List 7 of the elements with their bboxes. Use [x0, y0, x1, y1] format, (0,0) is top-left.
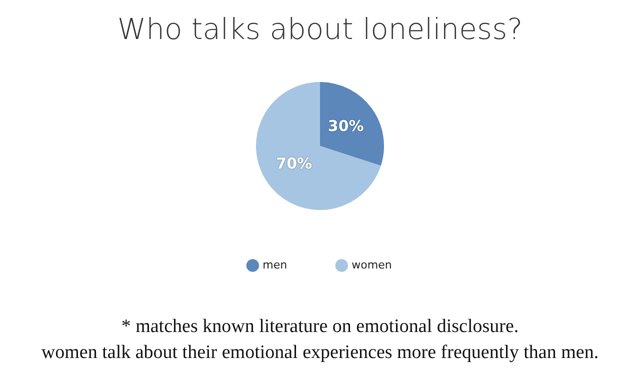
legend-label: women: [352, 258, 392, 272]
legend-label: men: [262, 258, 288, 272]
text: * matches known literature on emotional disclosure.: [120, 315, 520, 339]
data-label: 70%: [276, 154, 312, 173]
chart-title: Who talks about loneliness?: [116, 12, 524, 46]
text: women talk about their emotional experiences more frequently than men.: [40, 341, 600, 365]
data-label: 30%: [328, 117, 364, 136]
